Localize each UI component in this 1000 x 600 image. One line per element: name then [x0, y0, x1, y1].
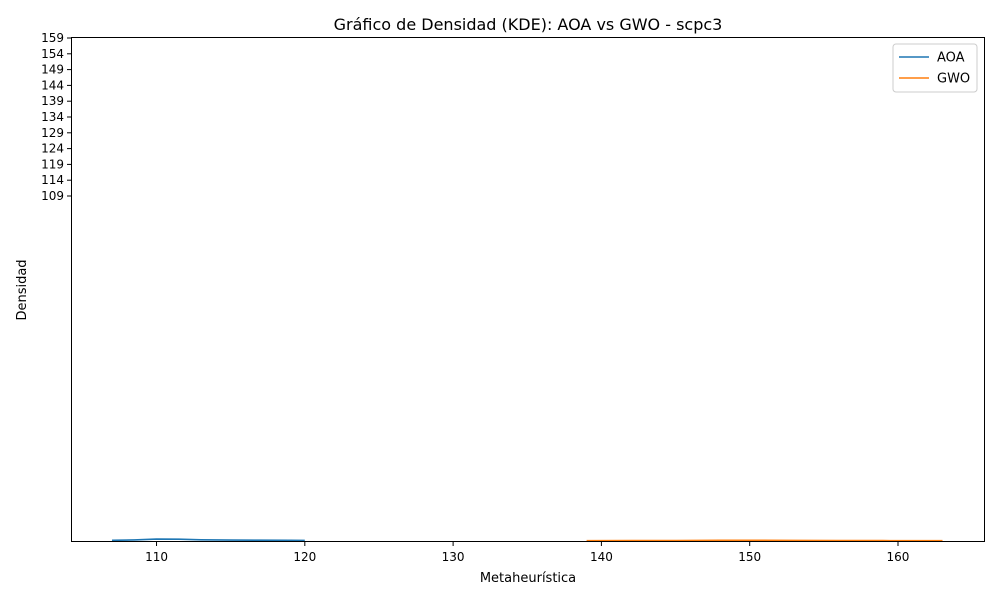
y-tick-label: 144: [41, 78, 64, 92]
series-layer: [111, 538, 943, 542]
legend-box: [892, 43, 978, 93]
y-tick-label: 129: [41, 126, 64, 140]
x-tick-label: 110: [145, 550, 168, 564]
series-line-aoa: [111, 538, 305, 542]
x-axis: 110 120 130 140 150 160: [145, 541, 909, 564]
x-tick-label: 140: [590, 550, 613, 564]
x-tick-label: 160: [887, 550, 910, 564]
y-tick-label: 124: [41, 142, 64, 156]
y-tick-label: 109: [41, 189, 64, 203]
legend-label-gwo: GWO: [937, 72, 970, 87]
x-tick-label: 120: [293, 550, 316, 564]
chart-title: Gráfico de Densidad (KDE): AOA vs GWO - …: [334, 15, 723, 34]
x-axis-label: Metaheurística: [480, 571, 576, 586]
legend: AOA GWO: [892, 43, 978, 93]
x-tick-label: 150: [738, 550, 761, 564]
y-tick-label: 119: [41, 157, 64, 171]
plot-frame: [71, 37, 985, 542]
y-tick-label: 139: [41, 94, 64, 108]
y-tick-label: 154: [41, 47, 64, 61]
y-tick-label: 134: [41, 110, 64, 124]
y-axis-label: Densidad: [15, 259, 30, 320]
legend-label-aoa: AOA: [937, 51, 965, 66]
y-tick-label: 159: [41, 31, 64, 45]
x-tick-label: 130: [442, 550, 465, 564]
y-tick-label: 149: [41, 63, 64, 77]
y-tick-label: 114: [41, 173, 64, 187]
